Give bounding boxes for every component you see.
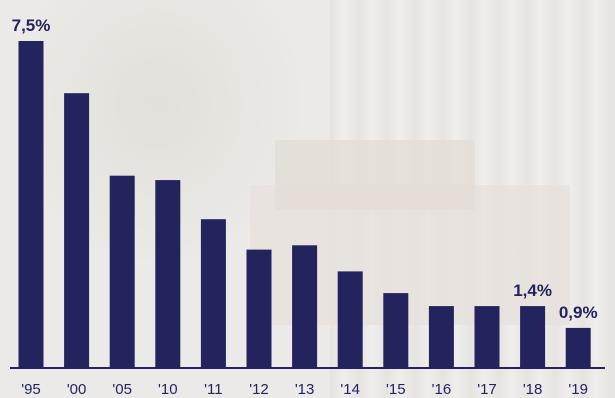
x-tick-label-3: '10 bbox=[158, 381, 178, 398]
bar-5 bbox=[246, 249, 272, 367]
data-label-0: 7,5% bbox=[12, 16, 51, 35]
bar-2 bbox=[109, 175, 135, 367]
x-tick-label-12: '19 bbox=[568, 381, 588, 398]
data-label-11: 1,4% bbox=[513, 281, 552, 300]
x-tick-label-1: '00 bbox=[67, 381, 87, 398]
x-tick-label-4: '11 bbox=[204, 381, 222, 398]
x-tick-label-6: '13 bbox=[295, 381, 315, 398]
data-labels: 7,5% 1,4% 0,9% bbox=[12, 16, 598, 322]
x-tick-label-10: '17 bbox=[477, 381, 497, 398]
x-tick-label-2: '05 bbox=[112, 381, 132, 398]
x-tick-label-0: '95 bbox=[21, 381, 41, 398]
bar-9 bbox=[428, 306, 454, 367]
data-label-12: 0,9% bbox=[559, 303, 598, 322]
bar-10 bbox=[474, 306, 500, 367]
bar-3 bbox=[155, 180, 181, 367]
x-tick-label-9: '16 bbox=[432, 381, 452, 398]
bars-group bbox=[18, 41, 591, 367]
bar-12 bbox=[565, 327, 591, 367]
bar-7 bbox=[337, 271, 363, 367]
bar-8 bbox=[383, 293, 409, 367]
x-tick-label-11: '18 bbox=[523, 381, 543, 398]
bar-4 bbox=[200, 219, 226, 367]
x-tick-label-5: '12 bbox=[249, 381, 269, 398]
x-tick-label-8: '15 bbox=[386, 381, 406, 398]
x-tick-label-7: '14 bbox=[340, 381, 360, 398]
bar-6 bbox=[292, 245, 318, 367]
bar-1 bbox=[64, 93, 90, 367]
bar-0 bbox=[18, 41, 44, 367]
x-tick-labels: '95 '00 '05 '10 '11 '12 '13 '14 '15 '16 '17 '18 '19 bbox=[21, 381, 588, 398]
bar-11 bbox=[520, 306, 546, 367]
